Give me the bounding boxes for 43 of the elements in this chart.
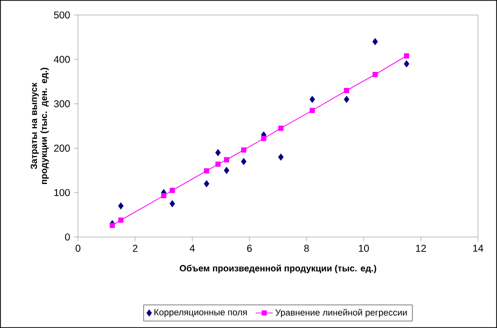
x-tick-label: 10 [358, 244, 369, 252]
y-tick-label: 500 [54, 11, 70, 19]
point [161, 193, 166, 198]
point [278, 153, 284, 161]
point [404, 53, 410, 58]
point [224, 166, 230, 174]
y-tick-label: 300 [54, 100, 70, 108]
point [278, 126, 284, 131]
point [118, 202, 124, 210]
point [261, 136, 266, 142]
point [372, 38, 378, 46]
y-tick-label: 400 [54, 56, 70, 63]
x-tick-label: 12 [416, 244, 426, 252]
point [310, 96, 316, 103]
y-tick-label: 100 [54, 189, 70, 196]
point [344, 96, 350, 103]
point [215, 162, 221, 167]
point [372, 72, 378, 78]
x-tick-label: 2 [132, 244, 138, 252]
point [404, 60, 410, 68]
point [344, 88, 350, 94]
point [118, 218, 124, 223]
point [170, 188, 175, 193]
y-tick-label: 200 [54, 144, 70, 152]
x-tick-label: 8 [304, 244, 309, 252]
x-axis-title: Объем произведенной продукции (тыс. ед.) [180, 264, 376, 274]
point [170, 200, 176, 208]
x-tick-label: 6 [247, 244, 252, 252]
point [241, 147, 246, 153]
x-tick-label: 4 [190, 244, 195, 252]
point [310, 108, 315, 114]
y-axis-title: Затраты на выпуск продукции (тыс. ден. ед.) [30, 68, 49, 184]
y-tick-label: 0 [65, 233, 70, 241]
x-tick-label: 0 [76, 244, 80, 252]
point [204, 168, 210, 174]
point [215, 149, 221, 156]
point [204, 180, 210, 188]
point [224, 157, 230, 162]
legend-label: Корреляционные поля [154, 309, 247, 318]
point [240, 158, 246, 166]
legend-label: Уравнение линейной регрессии [275, 308, 407, 318]
point [110, 222, 115, 228]
x-tick-label: 14 [473, 244, 484, 252]
